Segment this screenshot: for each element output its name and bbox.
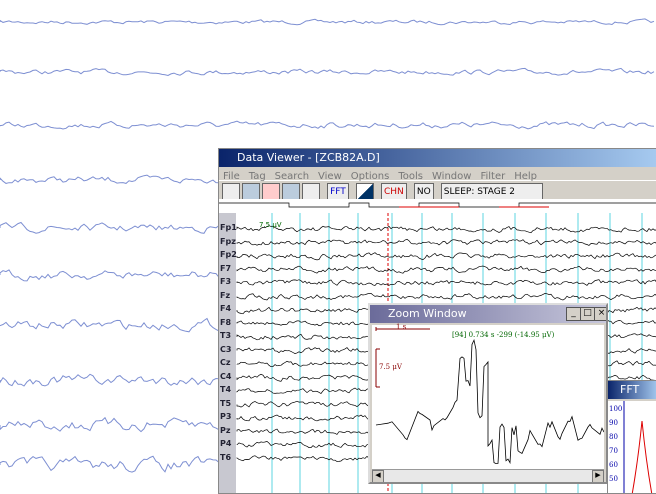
channel-label: F7 [220,264,237,273]
cursor-readout: [94] 0.734 s -299 (-14.95 μV) [452,331,554,339]
zoom-plot: 1 s [94] 0.734 s -299 (-14.95 μV) 7.5 μV [372,325,604,469]
channel-label: T6 [220,453,237,462]
channel-label: F4 [220,304,237,313]
zoom-trace [372,325,604,469]
toolbar: FFT CHN NO SLEEP: STAGE 2 [219,180,656,201]
channel-label: C4 [220,372,237,381]
background-trace [0,19,654,25]
no-button[interactable]: NO [414,183,434,201]
channel-label: T5 [220,399,237,408]
fft-axis-label: 90 [609,419,618,427]
amplitude-scale: 7.5 μV [379,363,402,371]
window-title: Zoom Window [388,307,467,320]
channel-label: T4 [220,385,237,394]
title-bar: Zoom Window _ □ × [370,305,606,323]
chn-button[interactable]: CHN [381,183,407,201]
tool-button[interactable] [356,183,374,201]
channel-label: Fpz [220,237,237,246]
close-button[interactable]: × [594,307,608,321]
scale-label: 7.5 μV [259,221,282,229]
scroll-right[interactable]: ▶ [592,470,604,483]
tool-button[interactable] [222,183,240,201]
horizontal-scrollbar[interactable]: ◀ ▶ [372,469,604,482]
minimize-button[interactable]: _ [566,307,581,321]
stage-field[interactable]: SLEEP: STAGE 2 [441,183,543,201]
channel-label: F3 [220,277,237,286]
fft-button[interactable]: FFT [327,183,349,201]
channel-label: F8 [220,318,237,327]
tool-button[interactable] [302,183,320,201]
channel-label: P3 [220,412,237,421]
background-trace [0,68,654,75]
page: Data Viewer - [ZCB82A.D] FileTagSearchVi… [0,0,656,492]
time-scale: 1 s [396,323,406,331]
tool-button[interactable] [262,183,280,201]
fft-axis-label: 80 [609,433,618,441]
channel-label: Pz [220,426,237,435]
channel-label: C3 [220,345,237,354]
overview-strip [219,199,656,213]
title-bar: FFT [608,381,656,399]
channel-label: Fz [220,291,237,300]
fft-plot: 100 90 80 70 60 50 [608,401,656,494]
channel-label: Fp1 [220,223,237,232]
fft-window: FFT 100 90 80 70 60 50 [607,380,656,494]
scroll-left[interactable]: ◀ [372,470,384,483]
channel-label: P4 [220,439,237,448]
tool-button[interactable] [242,183,260,201]
zoom-window: Zoom Window _ □ × 1 s [94] 0.734 s -299 … [368,303,608,484]
title-bar: Data Viewer - [ZCB82A.D] [219,149,656,167]
zoom-waveform [376,340,604,463]
channel-label: T3 [220,331,237,340]
fft-axis-label: 50 [609,475,618,483]
fft-axis-label: 100 [609,405,622,413]
channel-label: Cz [220,358,237,367]
tool-button[interactable] [282,183,300,201]
fft-axis-label: 70 [609,447,618,455]
maximize-button[interactable]: □ [580,307,595,321]
window-title: Data Viewer - [ZCB82A.D] [237,151,380,164]
fft-axis-label: 60 [609,461,618,469]
window-title: FFT [620,383,639,396]
background-trace [0,121,654,129]
channel-label: Fp2 [220,250,237,259]
